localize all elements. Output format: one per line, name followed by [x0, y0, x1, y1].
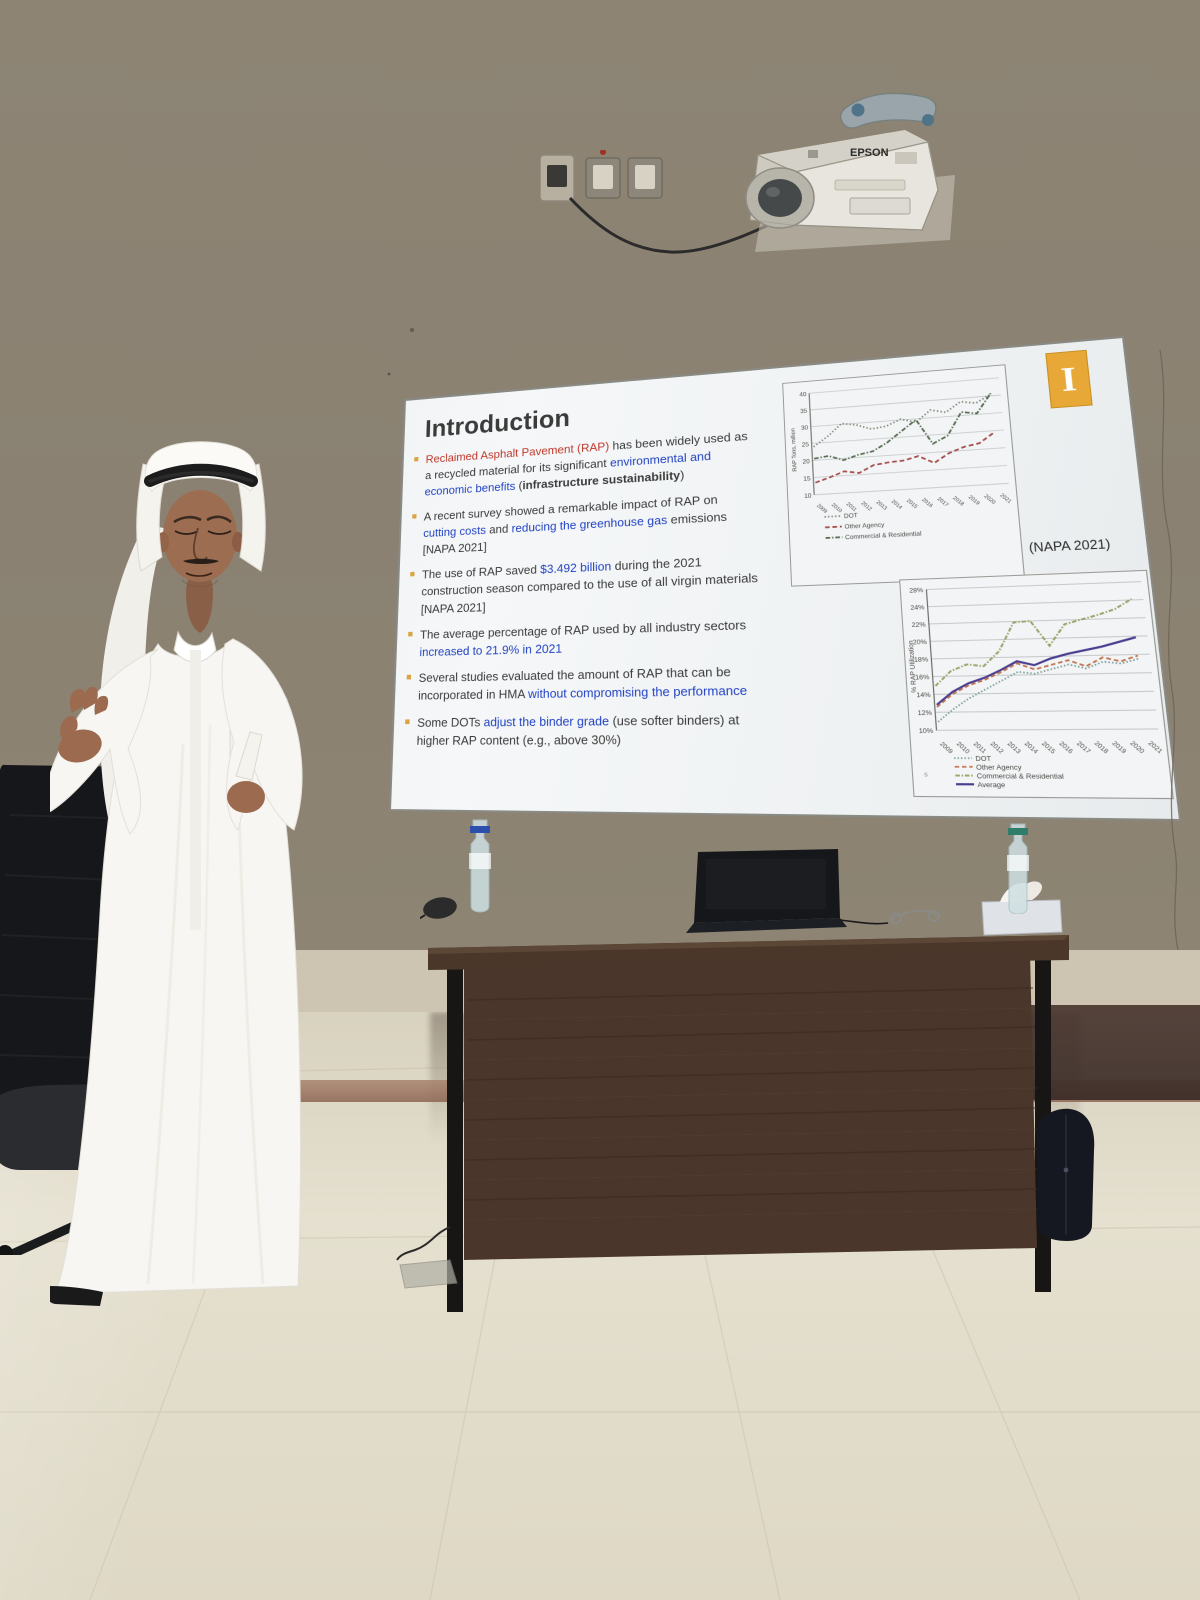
svg-text:12%: 12%: [917, 709, 933, 718]
svg-text:2020: 2020: [983, 493, 998, 506]
svg-text:35: 35: [800, 408, 808, 416]
svg-text:Other Agency: Other Agency: [976, 764, 1023, 773]
svg-text:22%: 22%: [911, 621, 927, 630]
svg-text:2019: 2019: [1111, 739, 1129, 755]
svg-text:Other Agency: Other Agency: [844, 521, 885, 531]
svg-text:2010: 2010: [830, 501, 844, 514]
svg-text:2015: 2015: [1041, 740, 1058, 756]
svg-text:2013: 2013: [1006, 740, 1023, 756]
svg-text:Commercial & Residential: Commercial & Residential: [976, 772, 1064, 781]
svg-text:2016: 2016: [921, 496, 936, 509]
svg-text:RAP Tons, million: RAP Tons, million: [789, 427, 798, 471]
svg-text:DOT: DOT: [844, 512, 858, 520]
svg-text:2014: 2014: [890, 498, 905, 511]
svg-text:2013: 2013: [875, 499, 890, 512]
svg-text:2018: 2018: [1093, 740, 1111, 756]
svg-text:24%: 24%: [910, 604, 926, 613]
svg-text:20: 20: [802, 458, 810, 466]
svg-text:2014: 2014: [1023, 740, 1040, 756]
svg-text:Commercial & Residential: Commercial & Residential: [845, 530, 922, 542]
svg-text:25: 25: [802, 441, 810, 449]
svg-text:2020: 2020: [1129, 739, 1147, 755]
svg-text:15: 15: [803, 475, 811, 483]
svg-text:2018: 2018: [952, 494, 967, 507]
svg-text:2021: 2021: [999, 492, 1014, 505]
svg-text:2011: 2011: [972, 740, 988, 755]
svg-text:DOT: DOT: [975, 755, 991, 764]
svg-text:30: 30: [801, 424, 809, 432]
svg-text:2012: 2012: [860, 500, 874, 512]
svg-text:2009: 2009: [939, 740, 955, 755]
svg-text:2015: 2015: [905, 497, 920, 510]
svg-text:40: 40: [799, 391, 807, 399]
svg-text:% RAP Utilization: % RAP Utilization: [907, 640, 919, 693]
svg-text:s: s: [924, 772, 929, 779]
svg-text:10%: 10%: [919, 727, 935, 736]
svg-text:2019: 2019: [967, 494, 982, 507]
svg-text:2010: 2010: [955, 740, 972, 756]
svg-text:2017: 2017: [936, 495, 950, 508]
svg-text:2016: 2016: [1058, 740, 1075, 756]
svg-text:2012: 2012: [989, 740, 1006, 756]
svg-text:10: 10: [804, 492, 812, 500]
svg-text:EPSON: EPSON: [850, 147, 889, 159]
svg-text:28%: 28%: [909, 587, 924, 596]
svg-text:Average: Average: [977, 781, 1006, 790]
svg-text:2017: 2017: [1075, 740, 1093, 756]
svg-text:2009: 2009: [816, 502, 830, 515]
svg-text:2011: 2011: [845, 500, 859, 513]
